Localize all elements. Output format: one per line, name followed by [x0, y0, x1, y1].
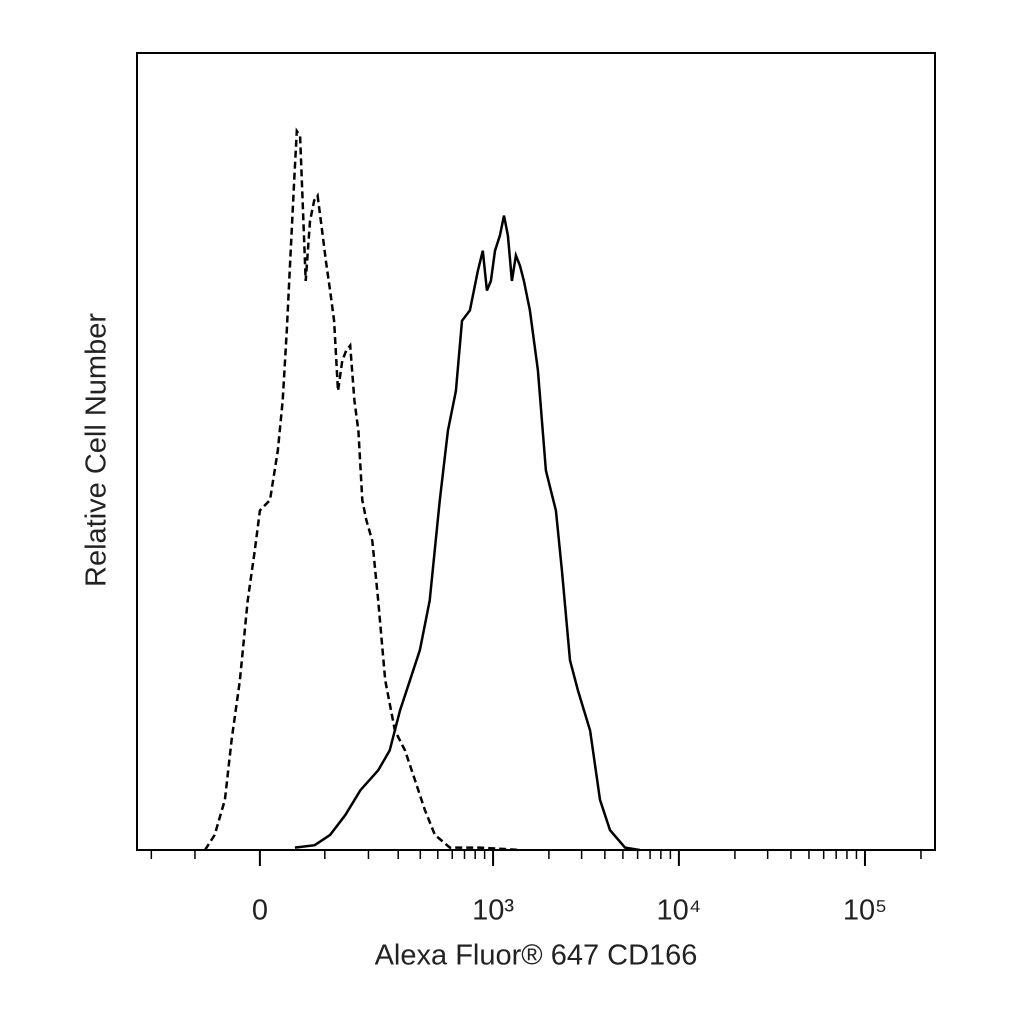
histogram-line [203, 127, 521, 852]
x-tick-label: 0 [252, 895, 268, 927]
x-tick-label: 10³ [472, 895, 514, 927]
x-tick-label: 10⁴ [657, 895, 702, 927]
x-axis-title: Alexa Fluor® 647 CD166 [375, 940, 698, 972]
histogram-line [294, 215, 641, 852]
x-tick-label: 10⁵ [843, 895, 887, 927]
plot-frame [136, 52, 936, 851]
y-axis-title: Relative Cell Number [81, 313, 113, 587]
